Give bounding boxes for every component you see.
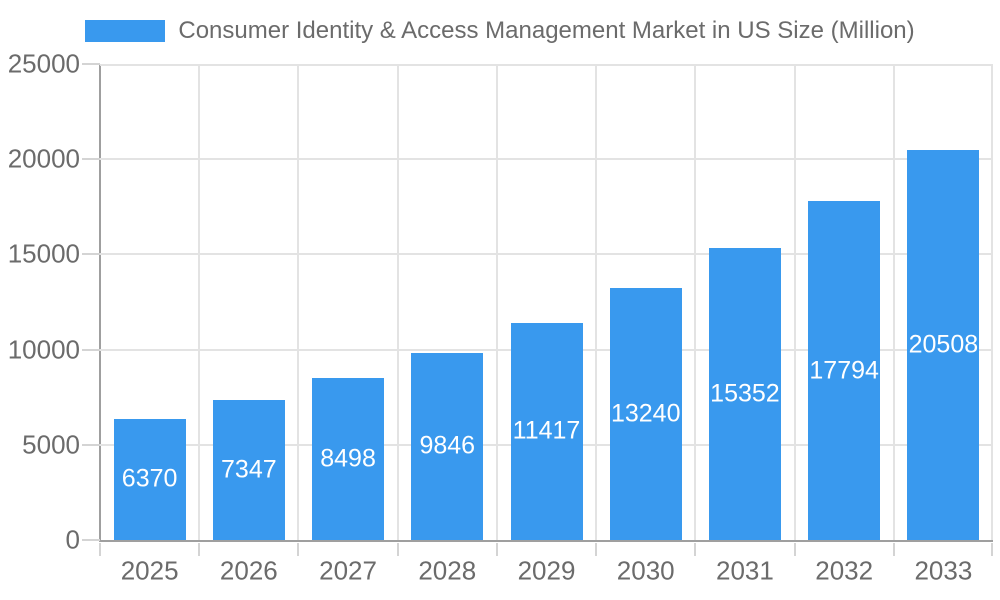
x-axis-tick	[694, 543, 697, 556]
y-tick-label: 20000	[7, 143, 80, 174]
gridline-vertical	[198, 64, 201, 540]
plot-area: 6370 7347 8498 9846 11417 13240 15352 17794 2050…	[100, 64, 993, 540]
legend-label: Consumer Identity & Access Management Ma…	[178, 17, 915, 44]
y-axis-tick	[82, 348, 100, 351]
bar-2031[interactable]	[708, 247, 781, 540]
x-tick-label: 2030	[616, 555, 675, 586]
legend-swatch	[85, 20, 166, 42]
y-tick-label: 25000	[7, 48, 80, 79]
gridline-vertical	[694, 64, 697, 540]
gridline-vertical	[595, 64, 598, 540]
bar-2029[interactable]	[510, 322, 583, 540]
bar-2025[interactable]	[113, 418, 186, 540]
x-axis-tick	[198, 543, 201, 556]
x-tick-label: 2032	[815, 555, 874, 586]
y-tick-label: 5000	[22, 429, 80, 460]
x-tick-label: 2033	[914, 555, 973, 586]
gridline-vertical	[991, 64, 993, 540]
gridline-vertical	[495, 64, 498, 540]
y-tick-label: 15000	[7, 238, 80, 269]
gridline-vertical	[892, 64, 895, 540]
x-tick-label: 2027	[319, 555, 377, 586]
bar-2026[interactable]	[212, 400, 285, 540]
legend-item[interactable]: Consumer Identity & Access Management Ma…	[0, 17, 1000, 45]
gridline-vertical	[793, 64, 796, 540]
bar-2032[interactable]	[808, 201, 881, 540]
x-axis-tick	[892, 543, 895, 556]
x-axis-tick	[991, 543, 993, 556]
x-tick-label: 2031	[716, 555, 774, 586]
y-tick-label: 0	[65, 524, 80, 555]
gridline-horizontal	[100, 253, 993, 256]
x-axis-tick	[297, 543, 300, 556]
y-axis-line	[99, 64, 101, 542]
gridline-vertical	[396, 64, 399, 540]
bar-2027[interactable]	[312, 378, 385, 540]
x-axis-tick	[793, 543, 796, 556]
y-axis-tick	[82, 443, 100, 446]
y-axis-tick	[82, 253, 100, 256]
y-axis-tick	[82, 63, 100, 65]
x-tick-label: 2028	[418, 555, 477, 586]
x-axis-tick	[99, 543, 101, 556]
y-tick-label: 10000	[7, 334, 80, 365]
bar-2028[interactable]	[411, 352, 484, 540]
x-axis-tick	[495, 543, 498, 556]
y-axis-tick	[82, 158, 100, 161]
x-axis-tick	[595, 543, 598, 556]
gridline-vertical	[297, 64, 300, 540]
x-tick-label: 2025	[120, 555, 179, 586]
x-tick-label: 2029	[517, 555, 576, 586]
bar-2033[interactable]	[907, 149, 980, 540]
y-axis-tick	[82, 539, 100, 541]
x-axis-line	[99, 540, 993, 542]
bar-2030[interactable]	[609, 287, 682, 540]
x-tick-label: 2026	[219, 555, 278, 586]
gridline-horizontal	[100, 64, 993, 66]
gridline-horizontal	[100, 158, 993, 161]
x-axis-tick	[396, 543, 399, 556]
